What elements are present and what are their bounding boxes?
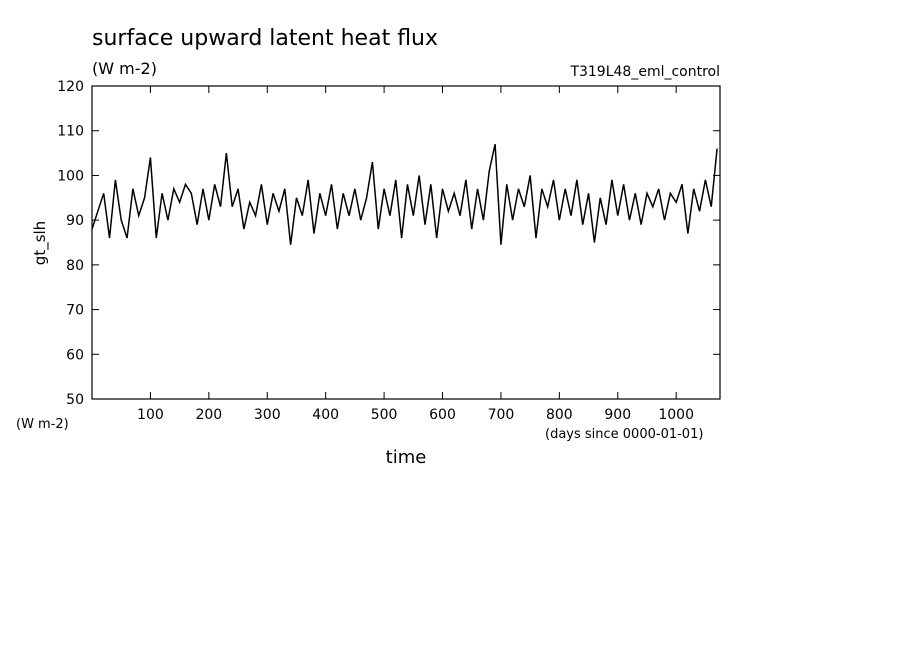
x-tick-label: 500: [371, 407, 398, 423]
x-tick-label: 1000: [658, 407, 694, 423]
x-tick-label: 900: [604, 407, 631, 423]
x-tick-label: 100: [137, 407, 164, 423]
x-tick-label: 700: [488, 407, 515, 423]
y-tick-label: 80: [66, 258, 84, 274]
y-tick-label: 120: [57, 79, 84, 95]
x-tick-label: 400: [312, 407, 339, 423]
x-tick-label: 300: [254, 407, 281, 423]
y-axis-label: gt_slh: [31, 221, 50, 265]
y-unit: (W m-2): [16, 417, 69, 432]
chart-title: surface upward latent heat flux: [92, 26, 438, 51]
y-tick-label: 110: [57, 124, 84, 140]
y-tick-label: 90: [66, 213, 84, 229]
x-axis-label: time: [386, 447, 427, 468]
x-tick-label: 800: [546, 407, 573, 423]
x-tick-label: 600: [429, 407, 456, 423]
y-tick-label: 70: [66, 303, 84, 319]
y-tick-label: 60: [66, 347, 84, 363]
y-tick-label: 100: [57, 168, 84, 184]
x-tick-label: 200: [195, 407, 222, 423]
x-unit: (days since 0000-01-01): [545, 427, 703, 442]
plot-frame: [91, 85, 721, 400]
chart-subtitle: (W m-2): [92, 59, 157, 78]
data-line: [91, 143, 718, 245]
y-tick-label: 50: [66, 392, 84, 408]
run-label: T319L48_eml_control: [569, 64, 720, 80]
